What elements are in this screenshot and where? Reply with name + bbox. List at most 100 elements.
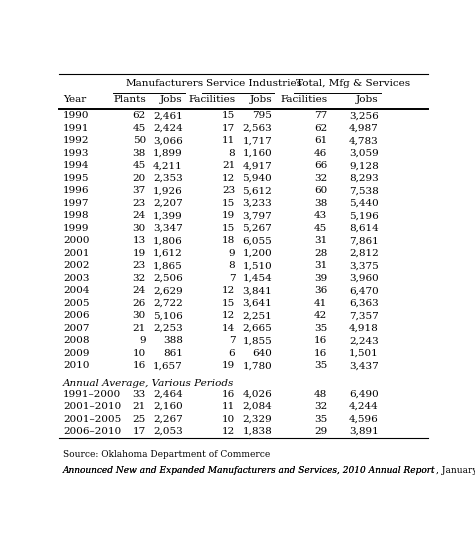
Text: 8: 8 (229, 261, 235, 270)
Text: 62: 62 (133, 111, 146, 120)
Text: 1992: 1992 (63, 136, 90, 145)
Text: 48: 48 (314, 389, 327, 399)
Text: 4,987: 4,987 (349, 124, 379, 133)
Text: 12: 12 (222, 427, 235, 436)
Text: 5,940: 5,940 (242, 174, 272, 183)
Text: 12: 12 (222, 174, 235, 183)
Text: 16: 16 (314, 336, 327, 345)
Text: 2,053: 2,053 (153, 427, 183, 436)
Text: Facilities: Facilities (188, 95, 235, 104)
Text: 12: 12 (222, 286, 235, 295)
Text: 2001: 2001 (63, 249, 90, 258)
Text: 3,641: 3,641 (242, 299, 272, 307)
Text: 1991–2000: 1991–2000 (63, 389, 121, 399)
Text: 5,440: 5,440 (349, 199, 379, 208)
Text: 3,059: 3,059 (349, 149, 379, 158)
Text: 3,375: 3,375 (349, 261, 379, 270)
Text: 43: 43 (314, 211, 327, 220)
Text: 6,055: 6,055 (242, 236, 272, 245)
Text: Service Industries: Service Industries (206, 79, 302, 87)
Text: 23: 23 (133, 261, 146, 270)
Text: 29: 29 (314, 427, 327, 436)
Text: 4,211: 4,211 (153, 161, 183, 170)
Text: 1,612: 1,612 (153, 249, 183, 258)
Text: 2,812: 2,812 (349, 249, 379, 258)
Text: 37: 37 (133, 186, 146, 195)
Text: 2,329: 2,329 (242, 415, 272, 424)
Text: 1,855: 1,855 (242, 336, 272, 345)
Text: 16: 16 (133, 361, 146, 370)
Text: 2010: 2010 (63, 361, 90, 370)
Text: 20: 20 (133, 174, 146, 183)
Text: 5,106: 5,106 (153, 311, 183, 320)
Text: 45: 45 (133, 161, 146, 170)
Text: 32: 32 (314, 174, 327, 183)
Text: 2,461: 2,461 (153, 111, 183, 120)
Text: 31: 31 (314, 236, 327, 245)
Text: 2004: 2004 (63, 286, 90, 295)
Text: 1,899: 1,899 (153, 149, 183, 158)
Text: 1,454: 1,454 (242, 274, 272, 283)
Text: 9: 9 (139, 336, 146, 345)
Text: 10: 10 (222, 415, 235, 424)
Text: 2,722: 2,722 (153, 299, 183, 307)
Text: 3,437: 3,437 (349, 361, 379, 370)
Text: 1,160: 1,160 (242, 149, 272, 158)
Text: 7: 7 (229, 274, 235, 283)
Text: Announced New and Expanded Manufacturers and Services, 2010 Annual Report: Announced New and Expanded Manufacturers… (63, 466, 436, 475)
Text: 3,347: 3,347 (153, 224, 183, 233)
Text: 7: 7 (229, 336, 235, 345)
Text: 19: 19 (222, 361, 235, 370)
Text: , January 2011.: , January 2011. (436, 466, 475, 475)
Text: 15: 15 (222, 111, 235, 120)
Text: 2,563: 2,563 (242, 124, 272, 133)
Text: 38: 38 (314, 199, 327, 208)
Text: 1,200: 1,200 (242, 249, 272, 258)
Text: 1,399: 1,399 (153, 211, 183, 220)
Text: Jobs: Jobs (356, 95, 379, 104)
Text: 1990: 1990 (63, 111, 90, 120)
Text: 1,865: 1,865 (153, 261, 183, 270)
Text: 15: 15 (222, 299, 235, 307)
Text: 2002: 2002 (63, 261, 90, 270)
Text: 2009: 2009 (63, 349, 90, 358)
Text: 6,363: 6,363 (349, 299, 379, 307)
Text: 6,470: 6,470 (349, 286, 379, 295)
Text: 28: 28 (314, 249, 327, 258)
Text: 3,797: 3,797 (242, 211, 272, 220)
Text: 1,510: 1,510 (242, 261, 272, 270)
Text: 33: 33 (133, 389, 146, 399)
Text: 2,084: 2,084 (242, 402, 272, 411)
Text: 7,357: 7,357 (349, 311, 379, 320)
Text: 1993: 1993 (63, 149, 90, 158)
Text: 5,196: 5,196 (349, 211, 379, 220)
Text: 2,243: 2,243 (349, 336, 379, 345)
Text: 8,614: 8,614 (349, 224, 379, 233)
Text: 24: 24 (133, 286, 146, 295)
Text: 2,506: 2,506 (153, 274, 183, 283)
Text: 2,160: 2,160 (153, 402, 183, 411)
Text: 388: 388 (163, 336, 183, 345)
Text: 3,960: 3,960 (349, 274, 379, 283)
Text: 35: 35 (314, 361, 327, 370)
Text: 3,066: 3,066 (153, 136, 183, 145)
Text: 5,612: 5,612 (242, 186, 272, 195)
Text: Facilities: Facilities (280, 95, 327, 104)
Text: 4,026: 4,026 (242, 389, 272, 399)
Text: Total, Mfg & Services: Total, Mfg & Services (296, 79, 410, 87)
Text: Jobs: Jobs (249, 95, 272, 104)
Text: 66: 66 (314, 161, 327, 170)
Text: 38: 38 (133, 149, 146, 158)
Text: 7,861: 7,861 (349, 236, 379, 245)
Text: 9: 9 (229, 249, 235, 258)
Text: 21: 21 (133, 402, 146, 411)
Text: 1,926: 1,926 (153, 186, 183, 195)
Text: Year: Year (63, 95, 86, 104)
Text: 1,780: 1,780 (242, 361, 272, 370)
Text: 1,717: 1,717 (242, 136, 272, 145)
Text: 17: 17 (133, 427, 146, 436)
Text: 11: 11 (222, 136, 235, 145)
Text: 15: 15 (222, 224, 235, 233)
Text: 11: 11 (222, 402, 235, 411)
Text: 4,783: 4,783 (349, 136, 379, 145)
